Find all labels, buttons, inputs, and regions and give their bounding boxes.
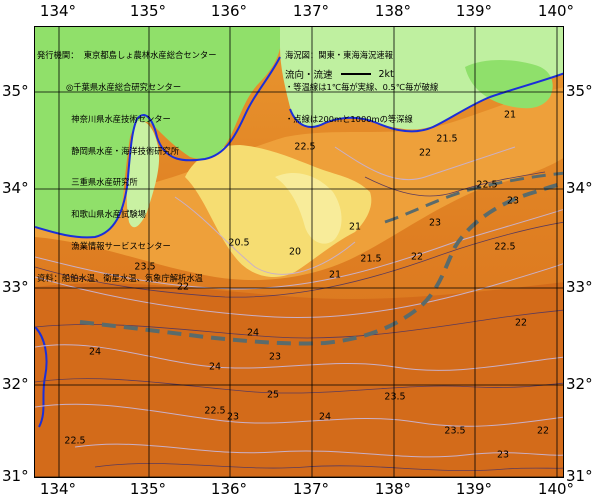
credit-line: 和歌山県水産試験場 bbox=[37, 209, 146, 220]
isotherm-label: 22.5 bbox=[476, 179, 498, 191]
flow-label: 流向・流速 bbox=[285, 70, 333, 81]
lon-tick-140-top: 140° bbox=[537, 2, 575, 20]
lon-tick-137-bottom: 137° bbox=[292, 480, 330, 498]
lon-tick-137-top: 137° bbox=[292, 2, 330, 20]
lon-tick-138-top: 138° bbox=[374, 2, 412, 20]
lat-tick-35-right: 35° bbox=[566, 82, 593, 100]
lon-tick-139-top: 139° bbox=[455, 2, 493, 20]
graticule bbox=[35, 27, 563, 477]
isotherm-label: 22 bbox=[418, 147, 432, 159]
credit-line: ◎千葉県水産総合研究センター bbox=[37, 81, 182, 92]
flow-arrow-icon bbox=[340, 73, 371, 75]
isotherm-lines bbox=[35, 171, 563, 472]
isotherm-label: 23 bbox=[428, 217, 442, 229]
cold-water-tongue bbox=[185, 145, 372, 277]
isotherm-label: 21 bbox=[328, 269, 342, 281]
lat-tick-35-left: 35° bbox=[2, 82, 29, 100]
lon-tick-136-top: 136° bbox=[210, 2, 248, 20]
land-tokai bbox=[280, 27, 563, 130]
isotherm-label: 25 bbox=[266, 389, 280, 401]
lon-tick-134-bottom: 134° bbox=[39, 480, 77, 498]
isotherm-label: 20.5 bbox=[228, 237, 250, 249]
lon-tick-135-top: 135° bbox=[129, 2, 167, 20]
credit-line: 発行機関： 東京都島しょ農林水産総合センター bbox=[37, 50, 217, 61]
isotherm-label: 22 bbox=[410, 251, 424, 263]
isotherm-label: 23 bbox=[268, 351, 282, 363]
isotherm-label: 22.5 bbox=[64, 435, 86, 447]
isotherm-label: 23 bbox=[226, 411, 240, 423]
bathymetry-lines bbox=[35, 146, 563, 458]
flow-scale: 2kt bbox=[378, 68, 394, 80]
land-izu bbox=[465, 60, 553, 109]
isotherm-label: 21 bbox=[503, 109, 517, 121]
isotherm-label: 22.5 bbox=[204, 405, 226, 417]
kuroshio-axis-branch bbox=[384, 171, 563, 224]
isotherm-label: 24 bbox=[318, 411, 332, 423]
lon-tick-138-bottom: 138° bbox=[374, 480, 412, 498]
isotherm-label: 23 bbox=[506, 195, 520, 207]
cold-water-core bbox=[275, 172, 342, 244]
coastline-tokai bbox=[289, 72, 563, 133]
map-legend: 海況図：関東・東海海況速報 ・等温線は1℃毎が実線、0.5℃毎が破線 ・点線は2… bbox=[285, 29, 438, 146]
lon-tick-134-top: 134° bbox=[39, 2, 77, 20]
isotherm-label: 23.5 bbox=[444, 425, 466, 437]
lat-tick-32-right: 32° bbox=[566, 375, 593, 393]
source-credits: 発行機関： 東京都島しょ農林水産総合センター ◎千葉県水産総合研究センター 神奈… bbox=[37, 29, 217, 304]
credit-line: 資料：船舶水温、衛星水温、気象庁解析水温 bbox=[37, 272, 203, 283]
coastline-kyushu bbox=[35, 326, 48, 428]
isotherm-label: 22.5 bbox=[294, 141, 316, 153]
credit-line: 漁業情報サービスセンター bbox=[37, 240, 171, 251]
lat-tick-31-right: 31° bbox=[566, 467, 593, 485]
sst-map-svg bbox=[35, 27, 563, 477]
lon-tick-136-bottom: 136° bbox=[210, 480, 248, 498]
credit-line: 神奈川県水産技術センター bbox=[37, 113, 171, 124]
isotherm-label: 23.5 bbox=[134, 261, 156, 273]
isotherm-label: 21.5 bbox=[436, 133, 458, 145]
lon-tick-135-bottom: 135° bbox=[129, 480, 167, 498]
isotherm-label: 22.5 bbox=[494, 241, 516, 253]
credit-line: 静岡県水産・海洋技術研究所 bbox=[37, 145, 180, 156]
lat-tick-31-left: 31° bbox=[2, 467, 29, 485]
legend-line: ・点線は200mと1000mの等深線 bbox=[285, 113, 413, 124]
land-kii-coast bbox=[126, 120, 160, 228]
isotherm-label: 21 bbox=[348, 221, 362, 233]
lon-tick-139-bottom: 139° bbox=[455, 480, 493, 498]
credit-line: 三重県水産研究所 bbox=[37, 177, 138, 188]
isotherm-label: 23.5 bbox=[384, 391, 406, 403]
land-kinki bbox=[35, 27, 282, 237]
legend-line: ・等温線は1℃毎が実線、0.5℃毎が破線 bbox=[285, 81, 439, 92]
warm-water-band bbox=[35, 282, 563, 477]
isotherm-label: 20 bbox=[288, 246, 302, 258]
isotherm-label: 24 bbox=[208, 361, 222, 373]
isotherm-label: 24 bbox=[88, 346, 102, 358]
lat-tick-34-right: 34° bbox=[566, 179, 593, 197]
isotherm-label: 22 bbox=[536, 425, 550, 437]
legend-line: 海況図：関東・東海海況速報 bbox=[285, 50, 393, 61]
isotherm-label: 22 bbox=[514, 317, 528, 329]
lat-tick-32-left: 32° bbox=[2, 375, 29, 393]
sea-surface-temperature-map: 22.5 23 22 21.5 21 20.5 20 22 23 23.5 24… bbox=[34, 26, 564, 478]
coastline-kinki bbox=[35, 56, 281, 239]
lat-tick-33-left: 33° bbox=[2, 278, 29, 296]
kuroshio-axis bbox=[79, 181, 563, 346]
isotherm-label: 21.5 bbox=[360, 253, 382, 265]
flow-legend: 流向・流速 2kt bbox=[285, 67, 394, 82]
lat-tick-33-right: 33° bbox=[566, 278, 593, 296]
lat-tick-34-left: 34° bbox=[2, 179, 29, 197]
isotherm-label: 23 bbox=[496, 449, 510, 461]
isotherm-label: 24 bbox=[246, 327, 260, 339]
lon-tick-140-bottom: 140° bbox=[537, 480, 575, 498]
isotherm-label: 22 bbox=[176, 281, 190, 293]
